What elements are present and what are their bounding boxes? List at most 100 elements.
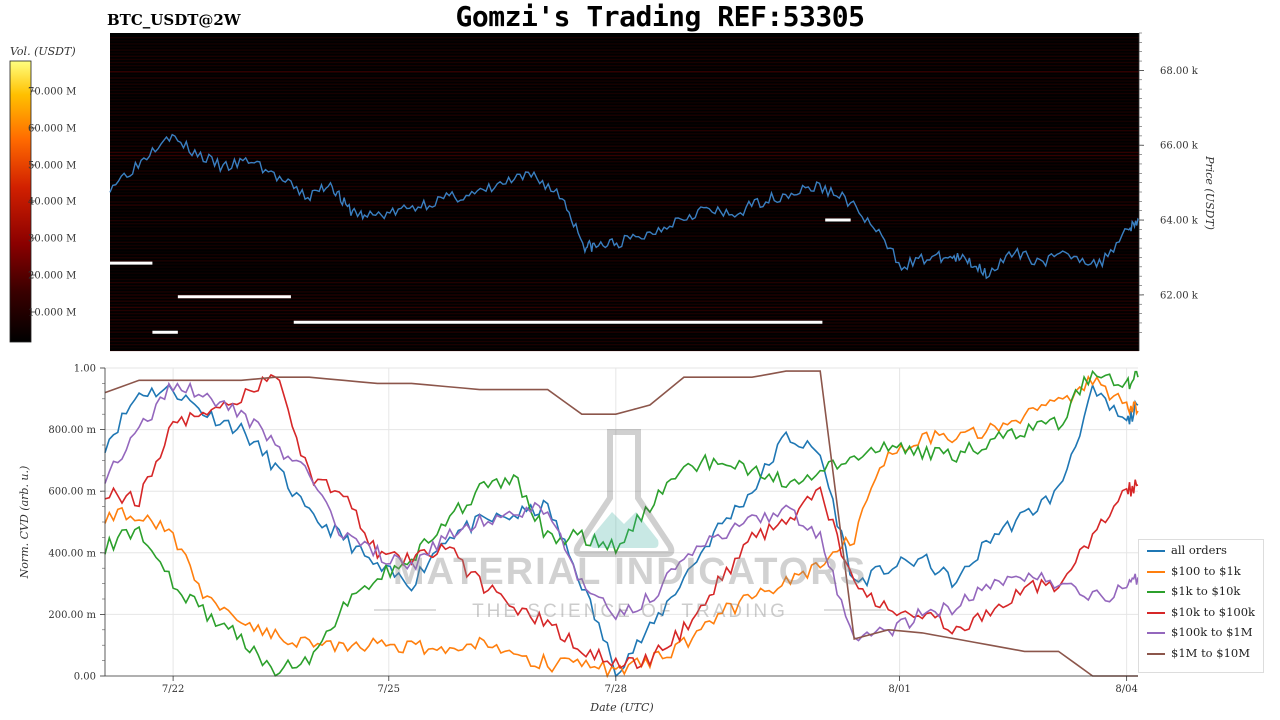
liquidity-band <box>110 52 1139 54</box>
symbol-label: BTC_USDT@2W <box>107 11 241 29</box>
legend-item: $100k to $1M <box>1139 622 1263 643</box>
liquidity-band <box>110 161 1139 163</box>
colorbar-tick-label: 10.000 M <box>28 308 76 319</box>
x-tick-label: 8/04 <box>1115 684 1137 695</box>
liquidity-band <box>110 266 1139 268</box>
liquidity-band <box>110 142 1139 144</box>
liquidity-band <box>110 312 1139 315</box>
cvd-panel <box>105 368 1138 676</box>
liquidity-band <box>110 213 1139 216</box>
series-line <box>104 381 1139 642</box>
legend-item: $1k to $10k <box>1139 581 1263 602</box>
colorbar-tick-label: 20.000 M <box>28 271 76 282</box>
liquidity-band <box>110 343 1139 346</box>
colorbar-tick-label: 60.000 M <box>28 124 76 135</box>
liquidity-band <box>110 334 1139 336</box>
price-tick-label: 66.00 k <box>1160 141 1199 152</box>
liquidity-band <box>110 226 1139 228</box>
legend-label: $1M to $10M <box>1171 645 1250 660</box>
liquidity-band <box>110 340 1139 343</box>
price-axis-label: Price (USDT) <box>1203 155 1216 230</box>
liquidity-band <box>110 207 1139 209</box>
liquidity-band <box>110 102 1139 104</box>
price-line <box>109 133 1140 280</box>
x-tick-label: 7/25 <box>378 684 400 695</box>
cvd-y-axis-label: Norm. CVD (arb. u.) <box>18 466 31 580</box>
liquidity-band <box>110 58 1139 61</box>
legend-swatch <box>1147 550 1165 552</box>
liquidity-band <box>110 244 1139 247</box>
liquidity-band <box>110 173 1139 175</box>
liquidity-band <box>110 170 1139 172</box>
chart-title: Gomzi's Trading REF:53305 <box>455 0 865 33</box>
legend-label: $100k to $1M <box>1171 625 1253 639</box>
legend-label: $1k to $10k <box>1171 584 1241 598</box>
legend-label: $10k to $100k <box>1171 604 1256 619</box>
liquidity-band <box>110 71 1139 73</box>
liquidity-band <box>110 254 1139 256</box>
liquidity-band <box>110 89 1139 92</box>
liquidity-band <box>110 204 1139 206</box>
liquidity-band <box>110 176 1139 178</box>
liquidity-band <box>110 257 1139 259</box>
legend-item: $10k to $100k <box>1139 602 1263 623</box>
liquidity-band <box>110 61 1139 64</box>
liquidity-band <box>110 350 1139 352</box>
cvd-lines <box>104 369 1139 679</box>
liquidity-band <box>110 164 1139 166</box>
liquidity-band <box>110 297 1139 299</box>
liquidity-band <box>110 223 1139 225</box>
series-line <box>104 369 1139 677</box>
liquidity-band <box>110 232 1139 234</box>
colorbar-label: Vol. (USDT) <box>10 45 76 58</box>
liquidity-band <box>110 111 1139 113</box>
liquidity-band <box>110 182 1139 185</box>
colorbar-tick-label: 50.000 M <box>28 161 76 172</box>
liquidity-band <box>110 179 1139 181</box>
liquidity-band <box>110 49 1139 51</box>
liquidity-band <box>110 46 1139 48</box>
liquidity-band <box>110 303 1139 305</box>
liquidity-band <box>110 151 1139 154</box>
liquidity-band <box>110 92 1139 95</box>
liquidity-band <box>110 250 1139 253</box>
y-tick-label: 800.00 m <box>48 425 96 436</box>
legend: all orders $100 to $1k $1k to $10k $10k to … <box>1138 539 1264 673</box>
liquidity-band <box>110 306 1139 309</box>
liquidity-band <box>110 288 1139 290</box>
liquidity-band <box>110 133 1139 135</box>
liquidity-band <box>110 154 1139 157</box>
liquidity-band <box>110 123 1139 126</box>
liquidity-band <box>110 201 1139 203</box>
liquidity-walls <box>110 218 851 334</box>
legend-item: $1M to $10M <box>1139 643 1263 664</box>
liquidity-band <box>110 229 1139 231</box>
series-line <box>104 370 1138 677</box>
colorbar-ticks: 70.000 M 60.000 M 50.000 M 40.000 M 30.000 M… <box>28 87 76 319</box>
x-tick-label: 8/01 <box>888 684 910 695</box>
liquidity-band <box>110 331 1139 333</box>
liquidity-band <box>110 188 1139 191</box>
colorbar <box>9 60 32 343</box>
price-tick-label: 62.00 k <box>1160 290 1199 301</box>
series-line <box>104 374 1139 679</box>
liquidity-band <box>110 114 1139 116</box>
liquidity-band <box>110 347 1139 349</box>
liquidity-band <box>110 77 1139 79</box>
colorbar-tick-label: 30.000 M <box>28 234 76 245</box>
liquidity-band <box>110 278 1139 281</box>
legend-swatch <box>1147 570 1165 573</box>
liquidity-band <box>110 241 1139 243</box>
liquidity-band <box>110 260 1139 262</box>
colorbar-tick-label: 70.000 M <box>28 87 76 98</box>
liquidity-band <box>110 238 1139 240</box>
liquidity-band <box>110 126 1139 129</box>
series-line <box>104 373 1139 670</box>
liquidity-band <box>110 272 1139 274</box>
liquidity-band <box>110 281 1139 284</box>
liquidity-band <box>110 136 1139 138</box>
liquidity-band <box>110 337 1139 340</box>
liquidity-band <box>110 43 1139 45</box>
liquidity-band <box>110 148 1139 150</box>
